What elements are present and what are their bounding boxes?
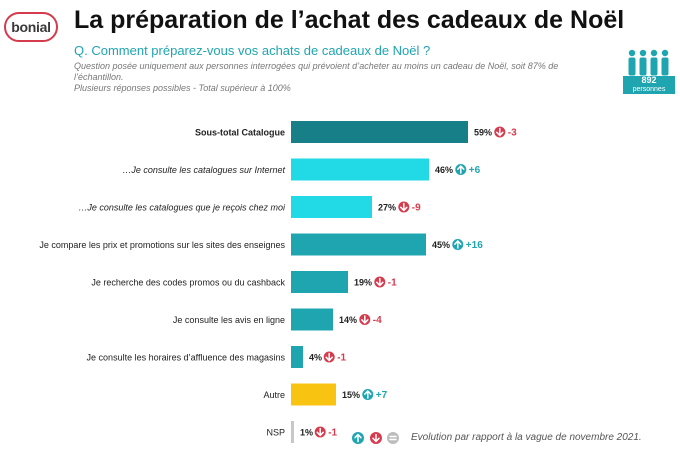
sample-count: 892: [641, 75, 657, 85]
change-label: -1: [388, 278, 397, 289]
change-label: -9: [412, 203, 421, 214]
people-icon: [628, 49, 669, 76]
category-label: Je recherche des codes promos ou du cash…: [91, 278, 285, 288]
arrow-glyph: [364, 390, 372, 399]
category-label: …Je consulte les catalogues sur Internet: [122, 165, 285, 175]
value-label: 27%: [378, 203, 396, 213]
category-label: Sous-total Catalogue: [195, 128, 285, 138]
arrow-glyph: [361, 315, 369, 324]
bonial-logo: bonial: [4, 12, 58, 42]
category-label: NSP: [266, 428, 285, 438]
value-label: 59%: [474, 128, 492, 138]
arrow-glyph: [400, 202, 408, 212]
sample-count-box: 892 personnes: [623, 76, 675, 94]
bar: [291, 121, 468, 143]
legend-equal-glyph: [389, 435, 397, 441]
category-label: Je consulte les horaires d’affluence des…: [87, 353, 286, 363]
change-label: -4: [373, 315, 382, 326]
arrow-glyph: [325, 352, 333, 362]
arrow-glyph: [457, 165, 465, 174]
bar: [291, 158, 429, 181]
sample-badge: 892 personnes: [623, 48, 675, 94]
note-line-1: Question posée uniquement aux personnes …: [74, 61, 559, 82]
change-label: -1: [337, 353, 346, 364]
note-line-2: Plusieurs réponses possibles - Total sup…: [74, 83, 291, 93]
value-label: 19%: [354, 278, 372, 288]
value-label: 14%: [339, 315, 357, 325]
category-label: …Je consulte les catalogues que je reçoi…: [78, 203, 286, 213]
page-title: La préparation de l’achat des cadeaux de…: [74, 6, 625, 34]
arrow-glyph: [316, 427, 324, 437]
bar: [291, 233, 426, 256]
bar: [291, 308, 333, 331]
question-note: Question posée uniquement aux personnes …: [74, 61, 594, 94]
category-label: Je consulte les avis en ligne: [173, 315, 285, 325]
sample-label: personnes: [632, 86, 666, 93]
value-label: 46%: [435, 165, 453, 175]
value-label: 45%: [432, 240, 450, 250]
bar: [291, 421, 294, 443]
value-label: 15%: [342, 390, 360, 400]
category-label: Je compare les prix et promotions sur le…: [39, 240, 285, 250]
change-label: -3: [508, 128, 517, 139]
bar: [291, 346, 303, 368]
change-label: +6: [469, 165, 481, 176]
bar: [291, 271, 348, 293]
bar: [291, 196, 372, 218]
question-text: Q. Comment préparez-vous vos achats de c…: [74, 43, 431, 58]
arrow-glyph: [376, 277, 384, 287]
category-label: Autre: [263, 390, 285, 400]
value-label: 4%: [309, 353, 322, 363]
legend-equal-icon: [387, 432, 399, 444]
value-label: 1%: [300, 428, 313, 438]
change-label: +7: [376, 390, 388, 401]
legend-down-glyph: [372, 433, 380, 443]
bar: [291, 383, 336, 406]
legend-note: Evolution par rapport à la vague de nove…: [411, 432, 642, 443]
arrow-glyph: [454, 240, 462, 249]
change-label: +16: [466, 240, 483, 251]
change-label: -1: [328, 428, 337, 439]
arrow-glyph: [496, 127, 504, 137]
legend-up-glyph: [354, 433, 362, 443]
